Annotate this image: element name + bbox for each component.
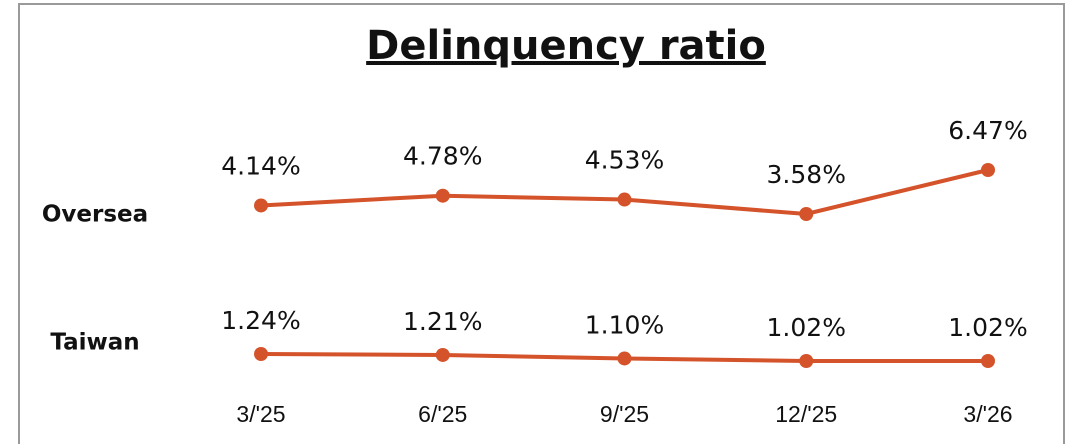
chart-title: Delinquency ratio <box>366 23 766 69</box>
value-label: 1.02% <box>767 313 846 342</box>
value-label: 6.47% <box>948 116 1027 145</box>
series-label: Taiwan <box>50 330 139 356</box>
x-tick-label: 3/'25 <box>236 401 285 427</box>
value-label: 4.78% <box>403 142 482 171</box>
value-label: 1.21% <box>403 307 482 336</box>
value-label: 1.24% <box>221 306 300 335</box>
point <box>617 192 632 207</box>
x-tick-label: 3/'26 <box>963 401 1012 427</box>
value-label: 4.53% <box>585 146 664 175</box>
value-label: 1.10% <box>585 310 664 339</box>
value-label: 3.58% <box>767 160 846 189</box>
point <box>254 347 268 361</box>
series-label: Oversea <box>42 202 148 228</box>
x-tick-label: 9/'25 <box>600 401 649 427</box>
point <box>435 347 450 362</box>
point <box>617 351 632 366</box>
point <box>981 354 995 368</box>
x-tick-label: 12/'25 <box>775 401 837 427</box>
point <box>799 354 814 368</box>
series-line <box>260 168 989 217</box>
point <box>254 198 268 213</box>
point <box>799 207 814 221</box>
frame <box>18 3 1065 444</box>
point <box>435 188 450 203</box>
value-label: 1.02% <box>948 313 1027 342</box>
x-tick-label: 6/'25 <box>418 401 467 427</box>
value-label: 4.14% <box>221 151 300 180</box>
point <box>981 163 995 177</box>
